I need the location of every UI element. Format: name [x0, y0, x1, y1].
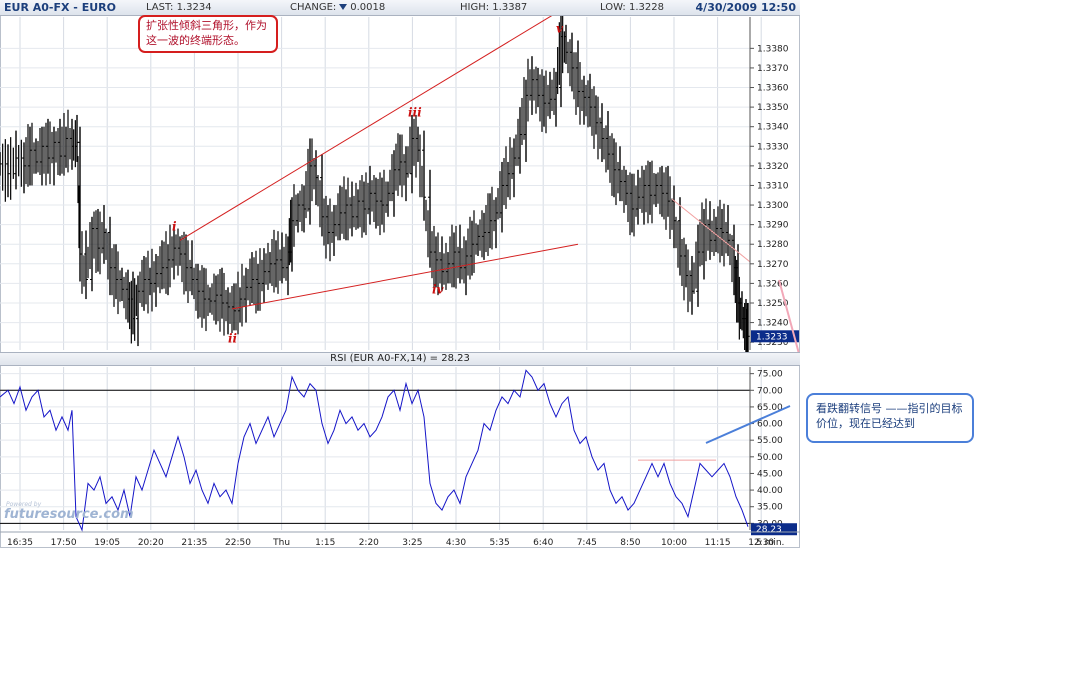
price-tick-label: 1.3280 [757, 240, 789, 250]
target-annotation-callout: 看跌翻转信号 ——指引的目标价位，现在已经达到 [806, 393, 974, 443]
pattern-annotation-callout: 扩张性倾斜三角形，作为这一波的终端形态。 [138, 15, 278, 53]
time-tick-label: 5:35 [489, 538, 509, 548]
rsi-tick-label: 65.00 [757, 403, 783, 413]
price-tick-label: 1.3240 [757, 319, 789, 329]
time-tick-label: 6:40 [533, 538, 553, 548]
change-value: 0.0018 [350, 2, 386, 13]
price-tick-label: 1.3340 [757, 123, 789, 133]
wave-label-ii: ii [228, 332, 238, 346]
price-axis: 1.3230 1.3240 1.3250 1.3260 1.3270 1.3280 1.32… [749, 17, 799, 350]
rsi-axis: 30.0035.0040.0045.0050.0055.0060.0065.00… [749, 367, 797, 536]
rsi-tick-label: 45.00 [757, 469, 783, 479]
high-label: HIGH: [460, 2, 490, 13]
callout-connector-line [778, 279, 800, 362]
time-tick-label: 7:45 [577, 538, 597, 548]
low-price: LOW: 1.3228 [600, 2, 664, 13]
wave-label-v: v [556, 22, 564, 36]
time-tick-label: 3:25 [402, 538, 422, 548]
rsi-panel-title: RSI (EUR A0-FX,14) = 28.23 [0, 352, 800, 366]
callout-pointer-arrow [705, 405, 791, 444]
time-tick-label: 20:20 [138, 538, 164, 548]
wave-label-iv: iv [432, 283, 445, 297]
last-label: LAST: [146, 2, 174, 13]
time-tick-label: 12:30 [748, 538, 774, 548]
down-arrow-icon [339, 4, 348, 10]
low-label: LOW: [600, 2, 626, 13]
price-tick-label: 1.3370 [757, 64, 789, 74]
last-value: 1.3234 [176, 2, 212, 13]
trendlines [179, 12, 751, 310]
price-tick-label: 1.3260 [757, 279, 789, 289]
time-axis: 16:35 17:50 19:05 20:20 21:35 22:50 Thu 1:15 2:2… [0, 531, 800, 548]
quote-header: EUR A0-FX - EURO LAST: 1.3234 CHANGE: 0.0… [0, 0, 800, 16]
time-tick-label: 19:05 [94, 538, 120, 548]
brand-text: futuresource.com [4, 507, 134, 522]
rsi-tick-label: 55.00 [757, 436, 783, 446]
futuresource-logo: Powered by futuresource.com [4, 501, 134, 522]
price-tick-label: 1.3310 [757, 181, 789, 191]
trendline [671, 198, 751, 263]
price-tick-label: 1.3300 [757, 201, 789, 211]
rsi-tick-label: 70.00 [757, 386, 783, 396]
time-tick-label: 16:35 [7, 538, 33, 548]
price-tick-label: 1.3250 [757, 299, 789, 309]
price-tick-label: 1.3270 [757, 260, 789, 270]
price-tick-label: 1.3350 [757, 103, 789, 113]
rsi-line [0, 369, 749, 532]
low-value: 1.3228 [628, 2, 664, 13]
powered-by-text: Powered by [6, 501, 42, 508]
time-tick-label: 4:30 [446, 538, 466, 548]
price-tick-label: 1.3290 [757, 221, 789, 231]
quote-datetime: 4/30/2009 12:50 [695, 1, 796, 14]
time-tick-label: 11:15 [705, 538, 731, 548]
rsi-grid [0, 367, 762, 530]
price-tick-label: 1.3230 [757, 338, 789, 348]
rsi-tick-label: 35.00 [757, 503, 783, 513]
wave-label-iii: iii [408, 106, 422, 120]
price-tick-label: 1.3320 [757, 162, 789, 172]
high-price: HIGH: 1.3387 [460, 2, 527, 13]
rsi-tick-label: 60.00 [757, 420, 783, 430]
trendline [231, 243, 579, 310]
rsi-tick-label: 40.00 [757, 486, 783, 496]
rsi-tick-label: 75.00 [757, 370, 783, 380]
time-tick-label: 17:50 [51, 538, 77, 548]
time-unit-label: 5 min. [756, 538, 784, 548]
time-tick-label: Thu [272, 538, 290, 548]
symbol-title: EUR A0-FX - EURO [4, 1, 116, 14]
time-tick-label: 1:15 [315, 538, 335, 548]
high-value: 1.3387 [492, 2, 528, 13]
last-price-tag-label: 1.3233 [756, 332, 788, 342]
time-tick-label: 2:20 [359, 538, 379, 548]
time-tick-label: 21:35 [181, 538, 207, 548]
last-price: LAST: 1.3234 [146, 2, 212, 13]
trendline [179, 12, 557, 241]
time-tick-label: 22:50 [225, 538, 251, 548]
rsi-series-line [0, 369, 749, 532]
wave-label-i: i [172, 219, 177, 233]
rsi-last-tag-label: 28.23 [756, 525, 782, 535]
change: CHANGE: 0.0018 [290, 2, 385, 13]
change-label: CHANGE: [290, 2, 337, 13]
price-tick-label: 1.3330 [757, 142, 789, 152]
price-tick-label: 1.3360 [757, 84, 789, 94]
rsi-tick-label: 50.00 [757, 453, 783, 463]
last-price-tag [751, 330, 799, 343]
time-tick-label: 8:50 [620, 538, 640, 548]
time-tick-label: 10:00 [661, 538, 687, 548]
price-tick-label: 1.3380 [757, 44, 789, 54]
price-bars [0, 10, 750, 366]
